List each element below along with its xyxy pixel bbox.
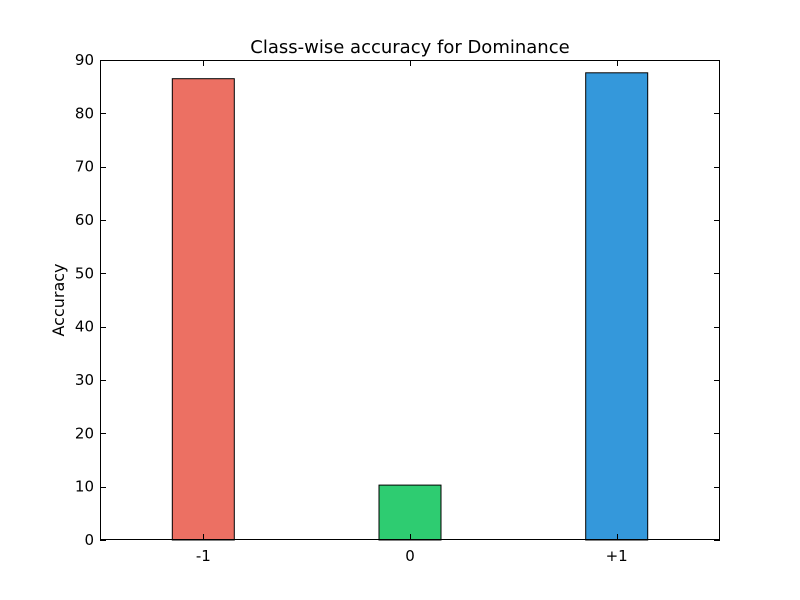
plot-frame (100, 60, 720, 540)
bars-layer (171, 72, 649, 541)
y-tick-label-10: 10 (75, 478, 94, 496)
x-tick-label--1: -1 (196, 547, 211, 565)
x-tick-label-+1: +1 (606, 547, 628, 565)
y-tick-label-90: 90 (75, 51, 94, 69)
x-tick-label-0: 0 (405, 547, 415, 565)
bar-0 (378, 484, 442, 541)
y-tick-label-50: 50 (75, 264, 94, 282)
y-tick-label-20: 20 (75, 424, 94, 442)
y-axis-label: Accuracy (49, 263, 68, 336)
bar-+1 (585, 72, 649, 541)
y-tick-label-0: 0 (84, 531, 94, 549)
ticks-layer: 0 10 20 30 40 50 60 70 80 90 -1 0 +1 (75, 51, 720, 565)
y-tick-label-40: 40 (75, 318, 94, 336)
y-tick-label-30: 30 (75, 371, 94, 389)
y-tick-label-60: 60 (75, 211, 94, 229)
y-tick-label-80: 80 (75, 104, 94, 122)
y-tick-label-70: 70 (75, 158, 94, 176)
chart-title: Class-wise accuracy for Dominance (250, 37, 569, 58)
bar--1 (171, 78, 235, 541)
